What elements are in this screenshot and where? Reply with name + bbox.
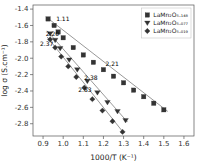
tick-label: -2.6 bbox=[15, 104, 29, 112]
tick-label: 0.9 bbox=[37, 140, 48, 148]
data-point bbox=[100, 108, 105, 113]
annotation: 2.20 bbox=[46, 30, 60, 37]
data-point bbox=[58, 54, 63, 59]
annotation: 2.21 bbox=[105, 60, 119, 67]
tick-mark bbox=[63, 136, 64, 139]
tick-label: 1.2 bbox=[98, 140, 109, 148]
data-point bbox=[121, 81, 125, 85]
tick-label: 1.5 bbox=[158, 140, 169, 148]
data-point bbox=[52, 23, 56, 27]
data-point bbox=[90, 96, 95, 101]
legend-frame bbox=[141, 8, 191, 38]
tick-mark bbox=[30, 74, 33, 75]
annotation: 2.38 bbox=[84, 74, 98, 81]
plot-frame bbox=[33, 5, 194, 136]
data-point bbox=[46, 17, 50, 21]
x-axis-label: 1000/T (K⁻¹) bbox=[90, 153, 136, 162]
data-point bbox=[105, 100, 111, 104]
legend-label: LaMn₂O₅.₁₄₈ bbox=[153, 11, 188, 18]
fit-line bbox=[47, 31, 128, 122]
data-point bbox=[110, 119, 115, 124]
tick-label: 1.1 bbox=[78, 140, 89, 148]
tick-label: 1.6 bbox=[178, 140, 190, 148]
data-point bbox=[66, 58, 72, 62]
tick-mark bbox=[30, 90, 33, 91]
tick-label: -1.4 bbox=[15, 5, 29, 13]
tick-mark bbox=[30, 9, 33, 10]
tick-label: 1.0 bbox=[58, 140, 69, 148]
data-point bbox=[95, 91, 101, 95]
data-point bbox=[74, 68, 80, 72]
data-point bbox=[71, 45, 75, 49]
tick-label: -1.8 bbox=[15, 38, 29, 46]
data-point bbox=[120, 129, 125, 134]
tick-mark bbox=[30, 25, 33, 26]
legend-marker bbox=[145, 21, 151, 25]
tick-mark bbox=[43, 136, 44, 139]
legend-label: LaMn₂O₅.₀₇₇ bbox=[153, 19, 188, 26]
legend-marker bbox=[145, 13, 149, 17]
tick-mark bbox=[30, 58, 33, 59]
data-point bbox=[131, 88, 135, 92]
data-point bbox=[141, 95, 145, 99]
data-point bbox=[162, 108, 166, 112]
annotation: 1.11 bbox=[56, 15, 70, 22]
tick-mark bbox=[30, 41, 33, 42]
tick-label: -2.8 bbox=[15, 120, 29, 128]
data-point bbox=[66, 64, 71, 69]
tick-mark bbox=[30, 107, 33, 108]
fit-line bbox=[47, 37, 123, 133]
annotation: 2.83 bbox=[78, 86, 92, 93]
data-point bbox=[115, 109, 121, 113]
annotation: 2.37 bbox=[40, 40, 54, 47]
data-point bbox=[91, 60, 95, 64]
tick-mark bbox=[83, 136, 84, 139]
chart: 0.9 1.0 1.1 1.2 1.3 1.4 1.5 1.6 -2.8 -2.6 -2.4 -2.2… bbox=[0, 0, 199, 163]
data-point bbox=[101, 67, 105, 71]
tick-mark bbox=[183, 136, 184, 139]
tick-label: -2.0 bbox=[15, 55, 29, 63]
data-point bbox=[123, 118, 129, 122]
tick-label: 1.3 bbox=[118, 140, 129, 148]
tick-mark bbox=[163, 136, 164, 139]
data-point bbox=[61, 36, 65, 40]
data-point bbox=[152, 101, 156, 105]
plot-area bbox=[33, 5, 194, 136]
tick-mark bbox=[103, 136, 104, 139]
legend-marker bbox=[145, 28, 150, 33]
data-point bbox=[74, 74, 79, 79]
tick-label: -2.4 bbox=[15, 87, 29, 95]
y-axis-label: log σ (S.cm⁻¹) bbox=[0, 44, 9, 96]
tick-label: 1.4 bbox=[138, 140, 150, 148]
tick-mark bbox=[123, 136, 124, 139]
data-point bbox=[57, 46, 63, 50]
tick-label: -1.6 bbox=[15, 22, 29, 30]
tick-mark bbox=[143, 136, 144, 139]
tick-mark bbox=[30, 123, 33, 124]
data-point bbox=[81, 53, 85, 57]
data-point bbox=[111, 74, 115, 78]
legend: LaMn₂O₅.₁₄₈LaMn₂O₅.₀₇₇LaMn₂O₅.₀₁₉ bbox=[141, 8, 191, 38]
legend-label: LaMn₂O₅.₀₁₉ bbox=[153, 27, 188, 34]
tick-label: -2.2 bbox=[15, 71, 29, 79]
